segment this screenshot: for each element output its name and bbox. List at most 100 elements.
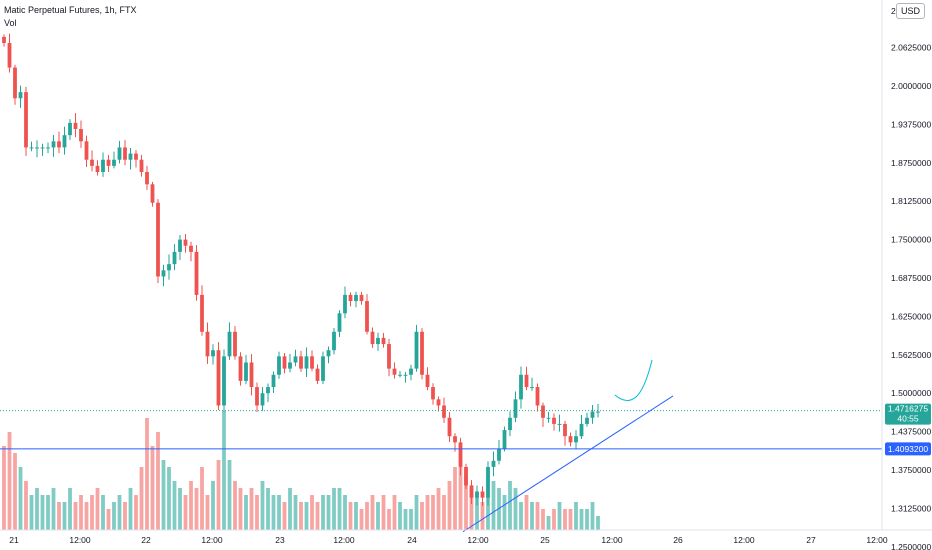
candle-body (508, 417, 512, 431)
volume-bar (161, 460, 166, 530)
volume-bar (398, 502, 402, 530)
symbol-title[interactable]: Matic Perpetual Futures, 1h, FTX (4, 5, 137, 15)
volume-bar (354, 502, 358, 530)
candle-body (266, 387, 270, 394)
volume-bar (519, 502, 523, 530)
volume-bar (84, 502, 89, 530)
volume-bar (475, 495, 479, 530)
candle-body (238, 356, 243, 381)
candle-body (535, 387, 540, 406)
hline-price-badge-text: 1.4093200 (888, 444, 928, 454)
candle-body (255, 387, 259, 406)
candle-body (370, 331, 375, 345)
price-axis[interactable]: 2.0625000 2.0000000 1.9375000 1.8750000 1.81… (881, 0, 931, 550)
volume-bar (502, 495, 507, 530)
candle-body (486, 466, 490, 498)
candle-body (101, 159, 105, 173)
price-tick-label: 1.6250000 (891, 311, 931, 321)
candle-body (530, 387, 534, 389)
candle-body (557, 423, 562, 425)
currency-button[interactable]: USD (896, 3, 925, 19)
candle-body (46, 147, 50, 149)
volume-bar (590, 502, 595, 530)
last-price-badge-text: 1.4716275 (888, 404, 928, 414)
volume-bar (508, 481, 512, 530)
candle-body (84, 141, 89, 160)
price-tick-label: 1.2500000 (891, 542, 931, 550)
volume-label[interactable]: Vol (4, 18, 17, 28)
candle-body (513, 399, 518, 418)
candle-body (293, 356, 298, 363)
trendline[interactable] (462, 395, 674, 533)
candle-body (354, 294, 358, 302)
candle-body (376, 337, 380, 345)
candle-body (2, 36, 6, 43)
candle-body (29, 147, 34, 149)
volume-bar (238, 488, 243, 530)
candle-body (156, 202, 160, 277)
candle-body (524, 374, 529, 388)
volume-bar (557, 502, 562, 530)
volume-bar (117, 495, 122, 530)
candle-body (106, 159, 111, 166)
price-tick-label: 1.5625000 (891, 350, 931, 360)
volume-bar (304, 502, 309, 530)
candle-body (128, 153, 133, 160)
volume-bar (326, 495, 331, 530)
candle-body (315, 368, 320, 381)
volume-bar (442, 495, 446, 530)
candle-body (79, 129, 83, 142)
volume-bar (321, 495, 325, 530)
candle-body (420, 331, 424, 375)
candle-body (145, 172, 149, 185)
time-tick-label: 26 (673, 535, 683, 545)
candle-body (343, 294, 347, 314)
candle-body (277, 356, 281, 375)
volume-bar (343, 495, 347, 530)
volume-bars (2, 411, 600, 530)
candle-body (332, 331, 336, 351)
price-tick-label: 1.8750000 (891, 158, 931, 168)
candle-body (552, 417, 556, 424)
candle-body (161, 270, 166, 277)
candle-body (271, 374, 276, 388)
price-tick-label: 1.8125000 (891, 196, 931, 206)
volume-bar (486, 495, 490, 530)
volume-bar (271, 495, 276, 530)
volume-bar (200, 467, 204, 530)
volume-bar (123, 502, 127, 530)
volume-bar (387, 509, 391, 530)
volume-bar (167, 467, 171, 530)
volume-bar (79, 495, 83, 530)
candle-body (546, 417, 551, 419)
price-badges: 1.4716275 40:55 1.4093200 (885, 403, 931, 456)
volume-bar (348, 502, 353, 530)
volume-bar (579, 509, 584, 530)
candle-body (35, 147, 39, 149)
volume-bar (106, 509, 111, 530)
time-axis[interactable]: 21 12:00 22 12:00 23 12:00 24 12:00 25 12:00 26 12:… (0, 529, 932, 545)
candle-body (227, 331, 232, 357)
candle-body (541, 405, 545, 418)
volume-bar (211, 481, 215, 530)
candle-body (90, 159, 94, 166)
candle-body (282, 356, 287, 369)
candle-body (233, 331, 237, 357)
volume-bar (112, 502, 116, 530)
candle-body (73, 122, 78, 130)
candle-body (123, 147, 127, 160)
price-tick-label: 1.6875000 (891, 273, 931, 283)
price-tick-label: 1.3750000 (891, 465, 931, 475)
volume-bar (458, 467, 463, 530)
volume-bar (513, 488, 518, 530)
freehand-drawing[interactable] (614, 359, 653, 401)
candle-body (519, 374, 523, 400)
candle-body (134, 153, 138, 160)
volume-bar (13, 453, 17, 530)
volume-bar (260, 481, 265, 530)
volume-bar (310, 495, 314, 530)
candle-body (590, 411, 595, 418)
candle-body (205, 331, 210, 357)
volume-bar (233, 481, 237, 530)
